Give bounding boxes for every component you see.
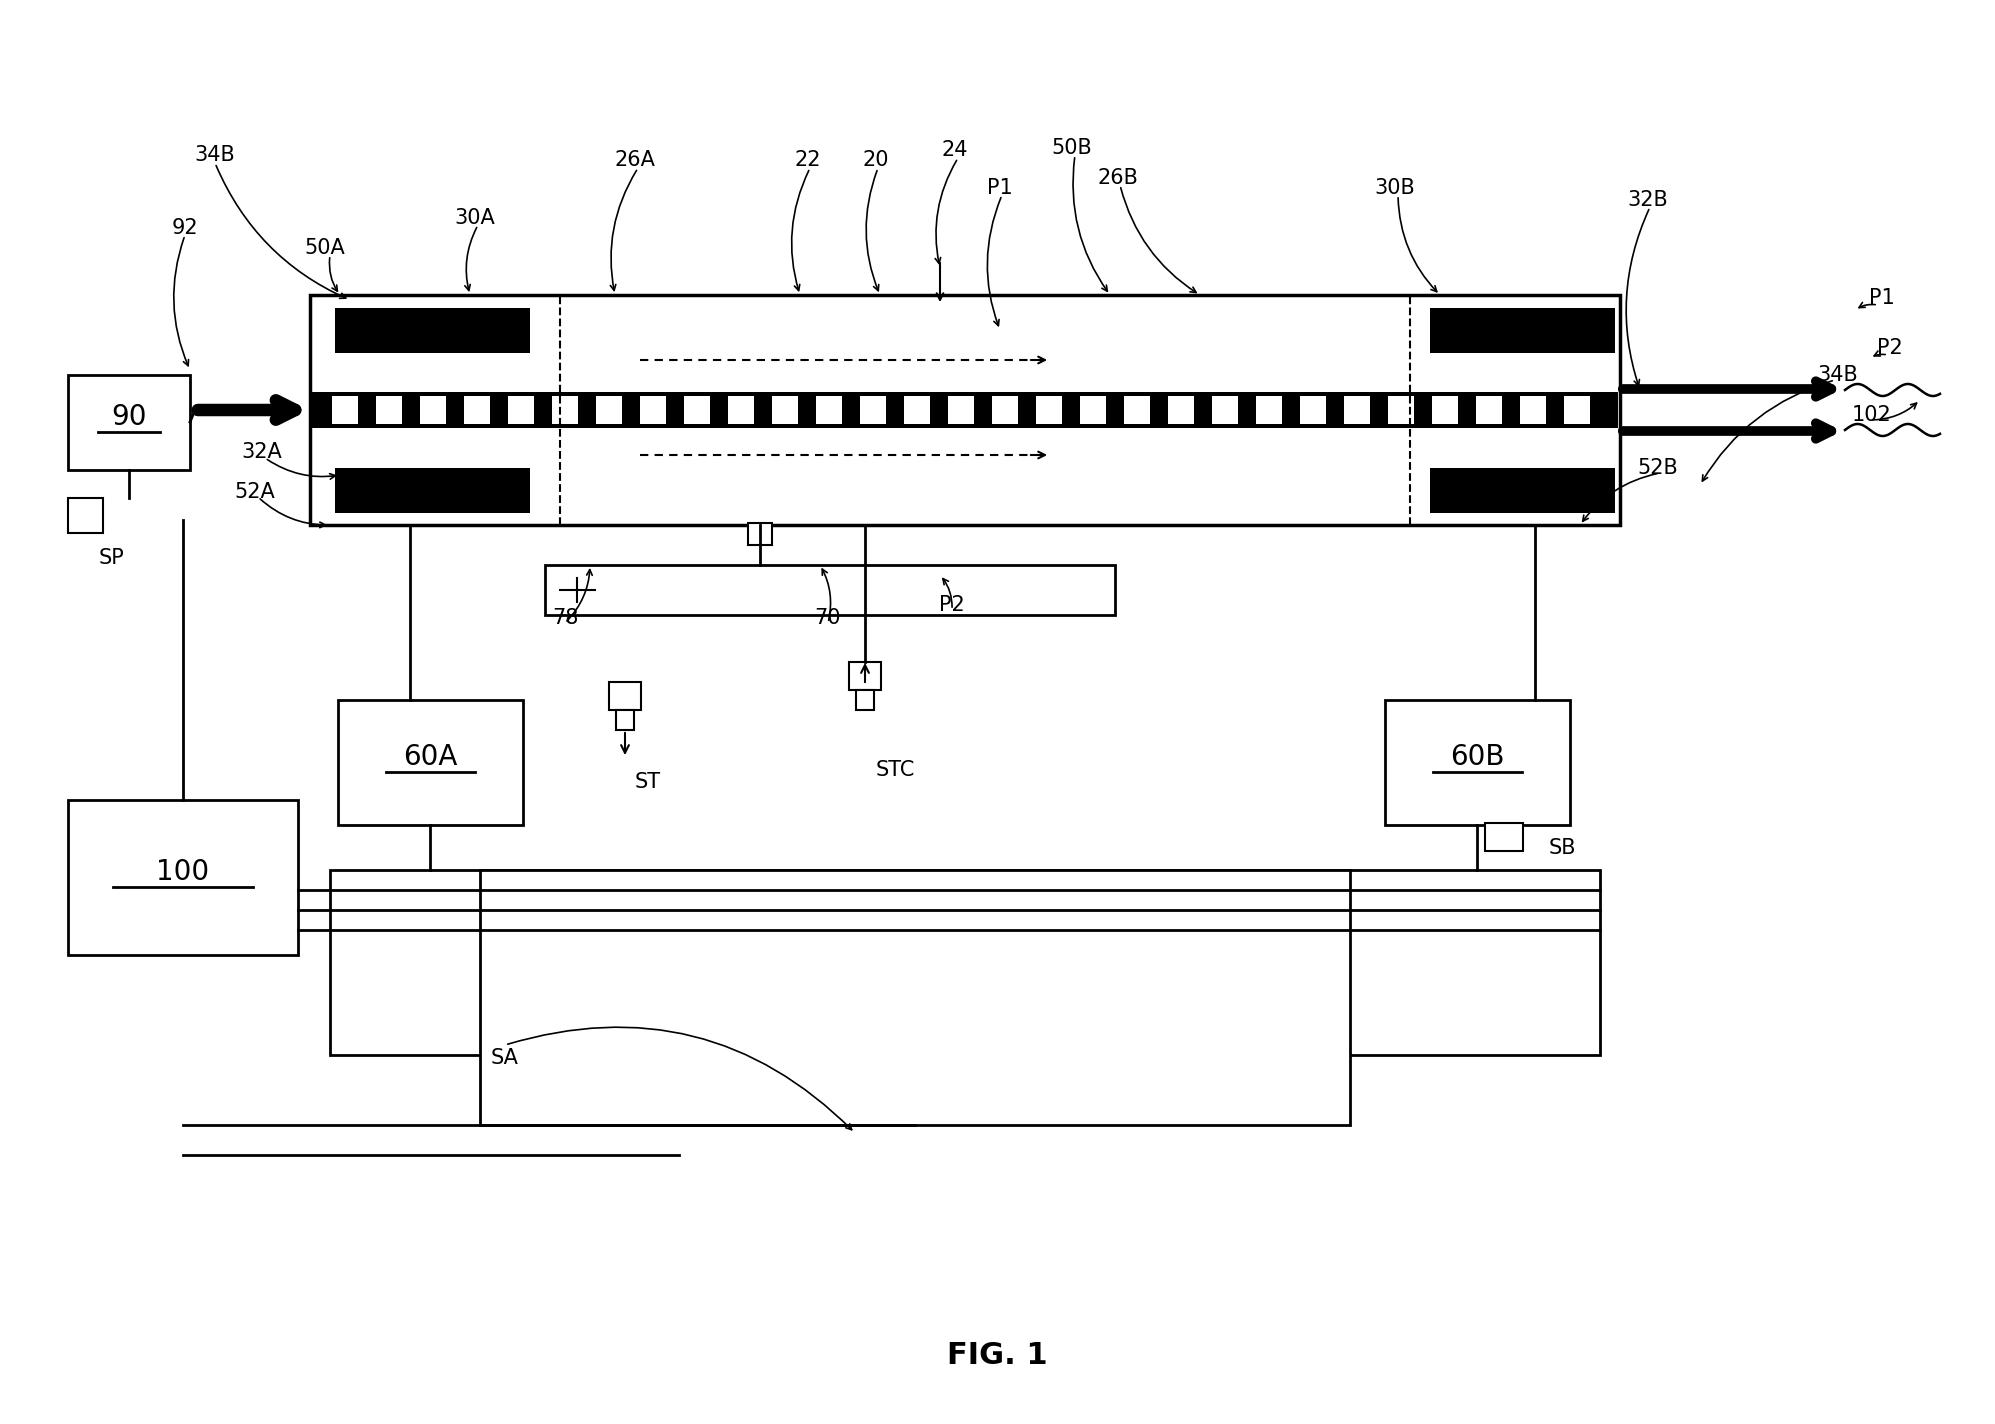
- Bar: [772, 396, 798, 424]
- Bar: [1430, 468, 1616, 513]
- Text: 60B: 60B: [1450, 743, 1504, 770]
- Text: 26A: 26A: [614, 150, 656, 169]
- Text: 90: 90: [112, 403, 148, 431]
- Bar: [375, 396, 403, 424]
- Text: P1: P1: [988, 178, 1013, 198]
- Text: 20: 20: [862, 150, 890, 169]
- Text: 32A: 32A: [241, 441, 283, 461]
- Bar: [1564, 396, 1590, 424]
- Bar: [1123, 396, 1149, 424]
- Bar: [904, 396, 930, 424]
- Text: STC: STC: [876, 760, 914, 780]
- Text: 34B: 34B: [196, 145, 235, 165]
- Text: 92: 92: [172, 218, 198, 238]
- Text: SA: SA: [491, 1048, 519, 1068]
- Bar: [335, 468, 531, 513]
- Bar: [640, 396, 666, 424]
- Bar: [1079, 396, 1105, 424]
- Bar: [309, 295, 1620, 525]
- Text: ST: ST: [634, 772, 660, 792]
- Bar: [421, 396, 447, 424]
- Bar: [331, 396, 357, 424]
- Bar: [597, 396, 622, 424]
- Bar: [311, 392, 1618, 429]
- Text: P2: P2: [1877, 337, 1903, 357]
- Bar: [728, 396, 754, 424]
- Bar: [1167, 396, 1193, 424]
- Bar: [481, 870, 1351, 1125]
- Text: SB: SB: [1548, 837, 1576, 859]
- Bar: [748, 523, 772, 545]
- Bar: [1476, 396, 1502, 424]
- Bar: [816, 396, 842, 424]
- Text: 50B: 50B: [1051, 138, 1093, 158]
- Text: 30B: 30B: [1375, 178, 1414, 198]
- Bar: [1432, 396, 1458, 424]
- Bar: [68, 375, 190, 470]
- Text: 102: 102: [1851, 404, 1891, 424]
- Bar: [337, 701, 523, 824]
- Text: SP: SP: [100, 548, 126, 568]
- Text: P1: P1: [1869, 288, 1895, 308]
- Text: 52A: 52A: [235, 481, 275, 503]
- Text: 26B: 26B: [1097, 168, 1139, 188]
- Bar: [850, 662, 882, 691]
- Text: 52B: 52B: [1638, 459, 1678, 478]
- Bar: [68, 498, 104, 533]
- Bar: [329, 870, 1600, 1055]
- Bar: [608, 682, 640, 711]
- Text: 24: 24: [942, 140, 968, 159]
- Bar: [684, 396, 710, 424]
- Text: P2: P2: [940, 595, 966, 615]
- Text: 78: 78: [553, 608, 579, 628]
- Text: 32B: 32B: [1628, 189, 1668, 209]
- Bar: [856, 691, 874, 711]
- Bar: [992, 396, 1017, 424]
- Bar: [545, 565, 1115, 615]
- Bar: [553, 396, 579, 424]
- Text: 100: 100: [156, 859, 209, 886]
- Bar: [1345, 396, 1371, 424]
- Bar: [509, 396, 535, 424]
- Text: 70: 70: [814, 608, 842, 628]
- Bar: [1430, 308, 1616, 353]
- Bar: [1257, 396, 1283, 424]
- Bar: [1213, 396, 1239, 424]
- Bar: [335, 308, 531, 353]
- Bar: [465, 396, 491, 424]
- Bar: [1301, 396, 1327, 424]
- Text: 22: 22: [794, 150, 822, 169]
- Text: 50A: 50A: [305, 238, 345, 258]
- Bar: [68, 800, 297, 956]
- Bar: [1389, 396, 1414, 424]
- Text: FIG. 1: FIG. 1: [948, 1340, 1047, 1370]
- Bar: [616, 711, 634, 731]
- Bar: [860, 396, 886, 424]
- Bar: [948, 396, 974, 424]
- Text: 60A: 60A: [403, 743, 457, 770]
- Text: 34B: 34B: [1817, 365, 1859, 384]
- Text: 30A: 30A: [455, 208, 495, 228]
- Bar: [1035, 396, 1061, 424]
- Bar: [1484, 823, 1522, 852]
- Bar: [1385, 701, 1570, 824]
- Bar: [1520, 396, 1546, 424]
